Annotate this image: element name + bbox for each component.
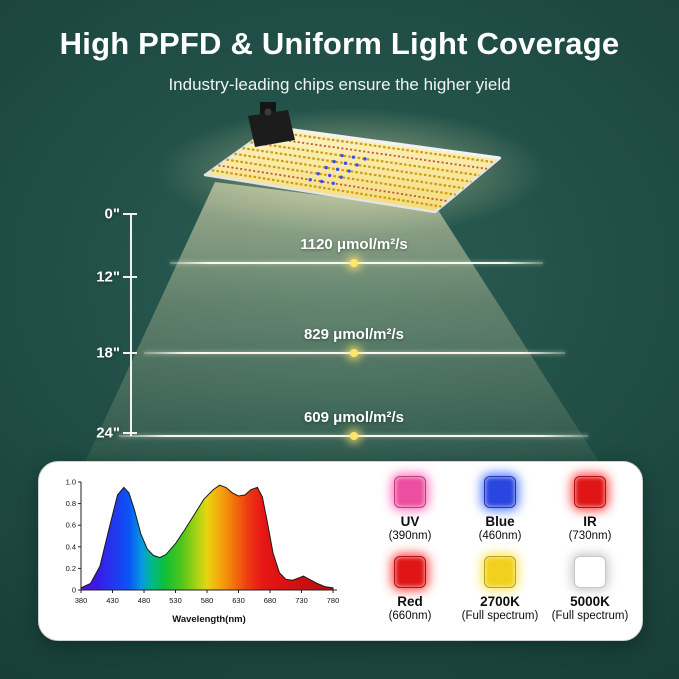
legend-item-red: Red (660nm) [365, 550, 455, 630]
legend-item-blue: Blue (460nm) [455, 470, 545, 550]
ruler-mark-12: 12" [96, 268, 120, 286]
light-cone [82, 182, 598, 512]
page-title: High PPFD & Uniform Light Coverage [59, 26, 620, 61]
legend-label: UV [400, 513, 420, 529]
legend-item-ir: IR (730nm) [545, 470, 635, 550]
legend-item-uv: UV (390nm) [365, 470, 455, 550]
uv-led-swatch [394, 475, 426, 508]
led-rows [211, 129, 495, 208]
legend-detail: (Full spectrum) [551, 610, 629, 623]
ruler-tick-24 [123, 432, 137, 434]
ppfd-value-12in: 1120 μmol/m²/s [300, 236, 408, 253]
svg-text:630: 630 [232, 596, 245, 605]
red-led-swatch [394, 555, 426, 588]
page-subtitle: Industry-leading chips ensure the higher… [168, 75, 511, 94]
ruler-mark-0: 0" [104, 205, 120, 223]
svg-text:580: 580 [201, 596, 214, 605]
svg-text:730: 730 [295, 596, 308, 605]
ir-led-swatch [574, 475, 606, 508]
legend-label: IR [583, 513, 597, 529]
ruler-tick-18 [123, 352, 137, 354]
glow-dot-24in [350, 432, 358, 440]
ruler-mark-24: 24" [96, 424, 120, 442]
legend-label: 2700K [480, 593, 520, 609]
led-panel [203, 125, 502, 214]
cool-white-led-swatch [574, 555, 606, 588]
legend-detail: (660nm) [388, 610, 432, 623]
ruler-tick-12 [123, 276, 137, 278]
hanging-bracket [248, 102, 295, 147]
legend-item-2700k: 2700K (Full spectrum) [455, 550, 545, 630]
legend-label: Red [397, 593, 423, 609]
glow-dot-18in [350, 349, 358, 357]
svg-text:530: 530 [169, 596, 182, 605]
svg-text:0.8: 0.8 [66, 499, 76, 508]
legend-detail: (460nm) [478, 530, 522, 543]
legend-item-5000k: 5000K (Full spectrum) [545, 550, 635, 630]
ruler-tick-0 [123, 213, 137, 215]
legend-label: Blue [485, 513, 515, 529]
svg-text:0.4: 0.4 [66, 542, 76, 551]
ppfd-value-24in: 609 μmol/m²/s [303, 409, 405, 426]
svg-text:430: 430 [106, 596, 119, 605]
svg-text:380: 380 [75, 596, 88, 605]
svg-text:680: 680 [264, 596, 277, 605]
warm-white-led-swatch [484, 555, 516, 588]
svg-text:0.2: 0.2 [66, 564, 76, 573]
blue-led-swatch [484, 475, 516, 508]
svg-text:0.6: 0.6 [66, 521, 76, 530]
glow-dot-12in [350, 259, 358, 267]
legend-detail: (390nm) [388, 530, 432, 543]
svg-text:780: 780 [327, 596, 340, 605]
info-card: 1.0 0.8 0.6 0.4 0.2 0 380 430 480 530 580 630 680 730… [38, 461, 643, 641]
svg-text:1.0: 1.0 [66, 478, 76, 487]
spectrum-area [80, 484, 334, 591]
legend-grid: UV (390nm) Blue (460nm) IR (730nm) Red (… [365, 470, 635, 630]
svg-text:0: 0 [72, 586, 76, 595]
ruler-line [130, 214, 132, 436]
legend-detail: (730nm) [568, 530, 612, 543]
legend-label: 5000K [570, 593, 610, 609]
ruler-mark-18: 18" [96, 344, 120, 362]
spectrum-xlabel: Wavelength(nm) [172, 614, 246, 625]
ppfd-value-18in: 829 μmol/m²/s [303, 326, 405, 343]
svg-text:480: 480 [138, 596, 151, 605]
legend-detail: (Full spectrum) [461, 610, 539, 623]
